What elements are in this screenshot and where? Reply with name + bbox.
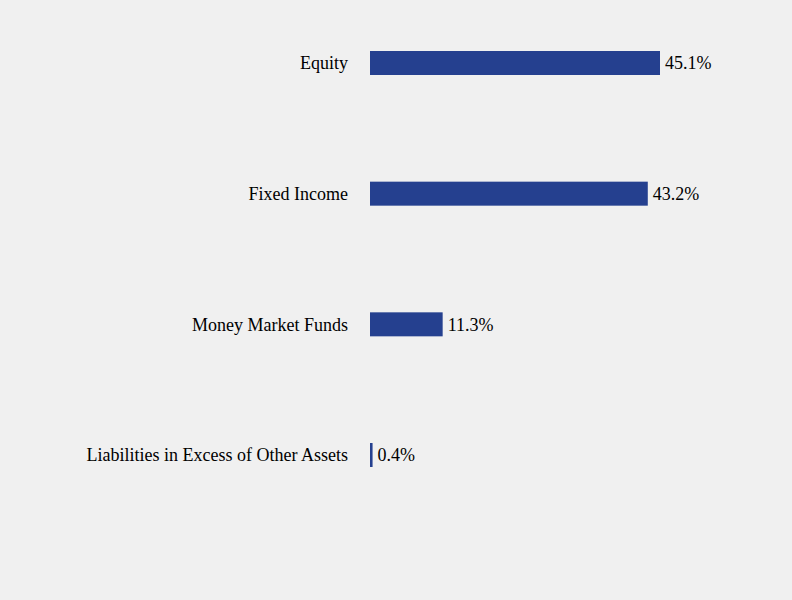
tick-label: Money Market Funds <box>192 315 348 335</box>
data-label: 0.4% <box>378 445 416 465</box>
bar <box>370 443 373 467</box>
background <box>0 0 792 600</box>
tick: Fixed Income <box>249 184 348 204</box>
tick-label: Fixed Income <box>249 184 348 204</box>
bars <box>370 51 660 467</box>
bar <box>370 51 660 75</box>
data-label: 45.1% <box>665 53 712 73</box>
y-axis: Equity Fixed Income Money Market Funds Liab… <box>87 53 348 465</box>
tick: Money Market Funds <box>192 315 348 335</box>
tick: Equity <box>300 53 348 73</box>
bar <box>370 182 648 206</box>
data-label: 43.2% <box>653 184 700 204</box>
bar <box>370 312 443 336</box>
data-labels: 45.1% 43.2% 11.3% 0.4% <box>378 53 712 465</box>
data-label: 11.3% <box>448 315 494 335</box>
tick-label: Liabilities in Excess of Other Assets <box>87 445 348 465</box>
chart: Equity Fixed Income Money Market Funds Liab… <box>0 0 792 600</box>
tick-label: Equity <box>300 53 348 73</box>
tick: Liabilities in Excess of Other Assets <box>87 445 348 465</box>
